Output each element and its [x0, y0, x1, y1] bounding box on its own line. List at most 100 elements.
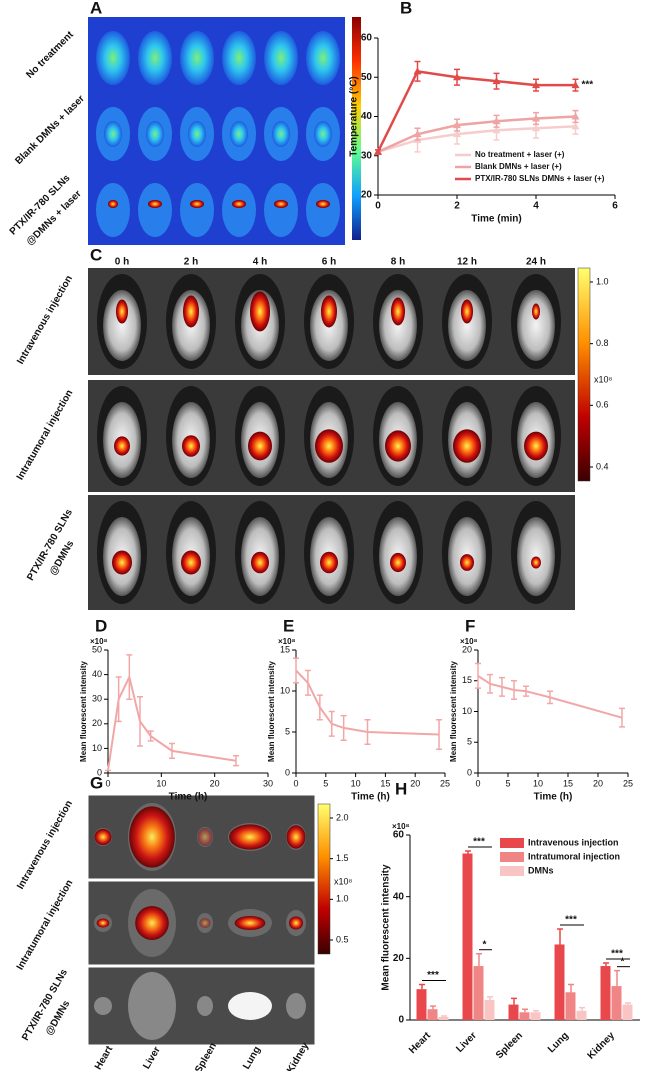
colorbar	[352, 17, 361, 240]
significance-label: ***	[565, 915, 577, 926]
y-tick-label: 0	[467, 767, 472, 777]
bar	[473, 966, 484, 1020]
error-bar	[465, 850, 471, 854]
error-bar	[475, 662, 481, 689]
y-tick-label: 10	[280, 685, 290, 695]
x-axis-label: Time (h)	[169, 792, 208, 803]
error-bar	[316, 694, 323, 721]
fluorescence	[114, 436, 130, 456]
x-tick-label: 25	[440, 778, 450, 788]
mouse-thermal	[96, 31, 130, 85]
organ-label: Heart	[93, 1044, 116, 1071]
y-axis-label: Mean fluorescent intensity	[79, 661, 88, 762]
bar	[600, 966, 611, 1020]
fluorescence	[315, 429, 343, 463]
significance-label: ***	[473, 837, 485, 848]
error-bar	[436, 718, 443, 750]
bar	[554, 944, 565, 1020]
bar	[484, 999, 495, 1020]
y-axis-label: Mean fluorescent intensity	[381, 864, 392, 991]
x-tick-label: 15	[563, 778, 573, 788]
hot-spot	[274, 200, 288, 208]
error-bar	[115, 676, 122, 723]
fluorescence	[460, 554, 474, 571]
error-bar	[487, 996, 493, 1000]
y-tick-label: 60	[361, 33, 373, 44]
error-bar	[126, 654, 133, 700]
error-bar	[523, 685, 529, 697]
series-line	[376, 69, 576, 153]
colorbar-tick-label: 0.5	[336, 934, 349, 944]
y-tick-label: 10	[462, 706, 472, 716]
colorbar	[577, 267, 591, 482]
panel-letter: F	[465, 616, 475, 635]
point	[571, 122, 580, 130]
colorbar-tick-label: 1.0	[336, 894, 349, 904]
y-tick-label: 40	[361, 111, 373, 122]
colorbar-tick-label: 2.0	[336, 812, 349, 822]
organ	[228, 992, 272, 1020]
error-bar	[137, 695, 143, 747]
unit-label: ×10⁸	[392, 822, 410, 831]
row-label: Intratumoral injection	[15, 388, 76, 482]
x-tick-label: 15	[380, 778, 390, 788]
y-tick-label: 0	[97, 767, 102, 777]
error-bar	[511, 680, 517, 700]
fluorescence	[248, 431, 272, 461]
x-axis-label: Time (min)	[471, 214, 521, 225]
mouse-thermal	[264, 183, 298, 237]
x-tick-label: 30	[263, 778, 273, 788]
error-bar	[547, 690, 553, 705]
hot-spot	[148, 200, 162, 208]
error-bar	[614, 969, 620, 987]
error-bar	[476, 952, 482, 967]
time-label: 4 h	[253, 257, 267, 268]
error-bar	[522, 1008, 528, 1013]
y-tick-label: 10	[92, 743, 102, 753]
error-bar	[533, 1010, 539, 1013]
row-label: No treatment	[24, 29, 76, 81]
point	[492, 126, 501, 134]
mouse-belly	[517, 290, 555, 361]
organ	[94, 997, 112, 1015]
fluorescence	[390, 552, 406, 573]
x-tick-label: 0	[475, 778, 480, 788]
row-label: Intratumoral injection	[15, 878, 76, 972]
legend-swatch	[500, 866, 524, 876]
fluorescence	[229, 824, 271, 850]
hot-spot	[190, 200, 204, 208]
x-tick-label: 20	[410, 778, 420, 788]
y-tick-label: 20	[92, 718, 102, 728]
error-bar	[603, 962, 609, 967]
x-tick-label: Spleen	[494, 1030, 525, 1061]
point	[532, 81, 540, 89]
mouse-thermal	[272, 121, 290, 147]
fluorescence	[197, 828, 213, 846]
legend-label: No treatment + laser (+)	[475, 150, 565, 159]
mouse-thermal	[230, 121, 248, 147]
fluorescence	[461, 299, 473, 324]
mouse-thermal	[104, 121, 122, 147]
fluorescence	[129, 806, 175, 868]
point	[571, 112, 580, 120]
x-tick-label: 0	[293, 778, 298, 788]
series-line	[377, 115, 576, 153]
mouse-belly	[448, 290, 486, 361]
fluorescence	[199, 918, 211, 928]
point	[492, 77, 501, 85]
x-axis-label: Time (h)	[534, 792, 573, 803]
organ-label: Liver	[141, 1045, 163, 1071]
organ-label: Spleen	[193, 1041, 219, 1071]
error-bar	[147, 730, 154, 742]
mouse-belly	[103, 290, 141, 361]
fluorescence	[135, 906, 169, 940]
mouse-thermal	[180, 31, 214, 85]
error-bar	[233, 755, 239, 767]
y-tick-label: 5	[467, 737, 472, 747]
x-tick-label: Lung	[546, 1030, 571, 1055]
mouse-thermal	[264, 31, 298, 85]
error-bar	[328, 710, 335, 737]
fluorescence	[94, 828, 112, 846]
colorbar-unit: x10⁸	[594, 374, 613, 384]
point	[413, 67, 422, 75]
